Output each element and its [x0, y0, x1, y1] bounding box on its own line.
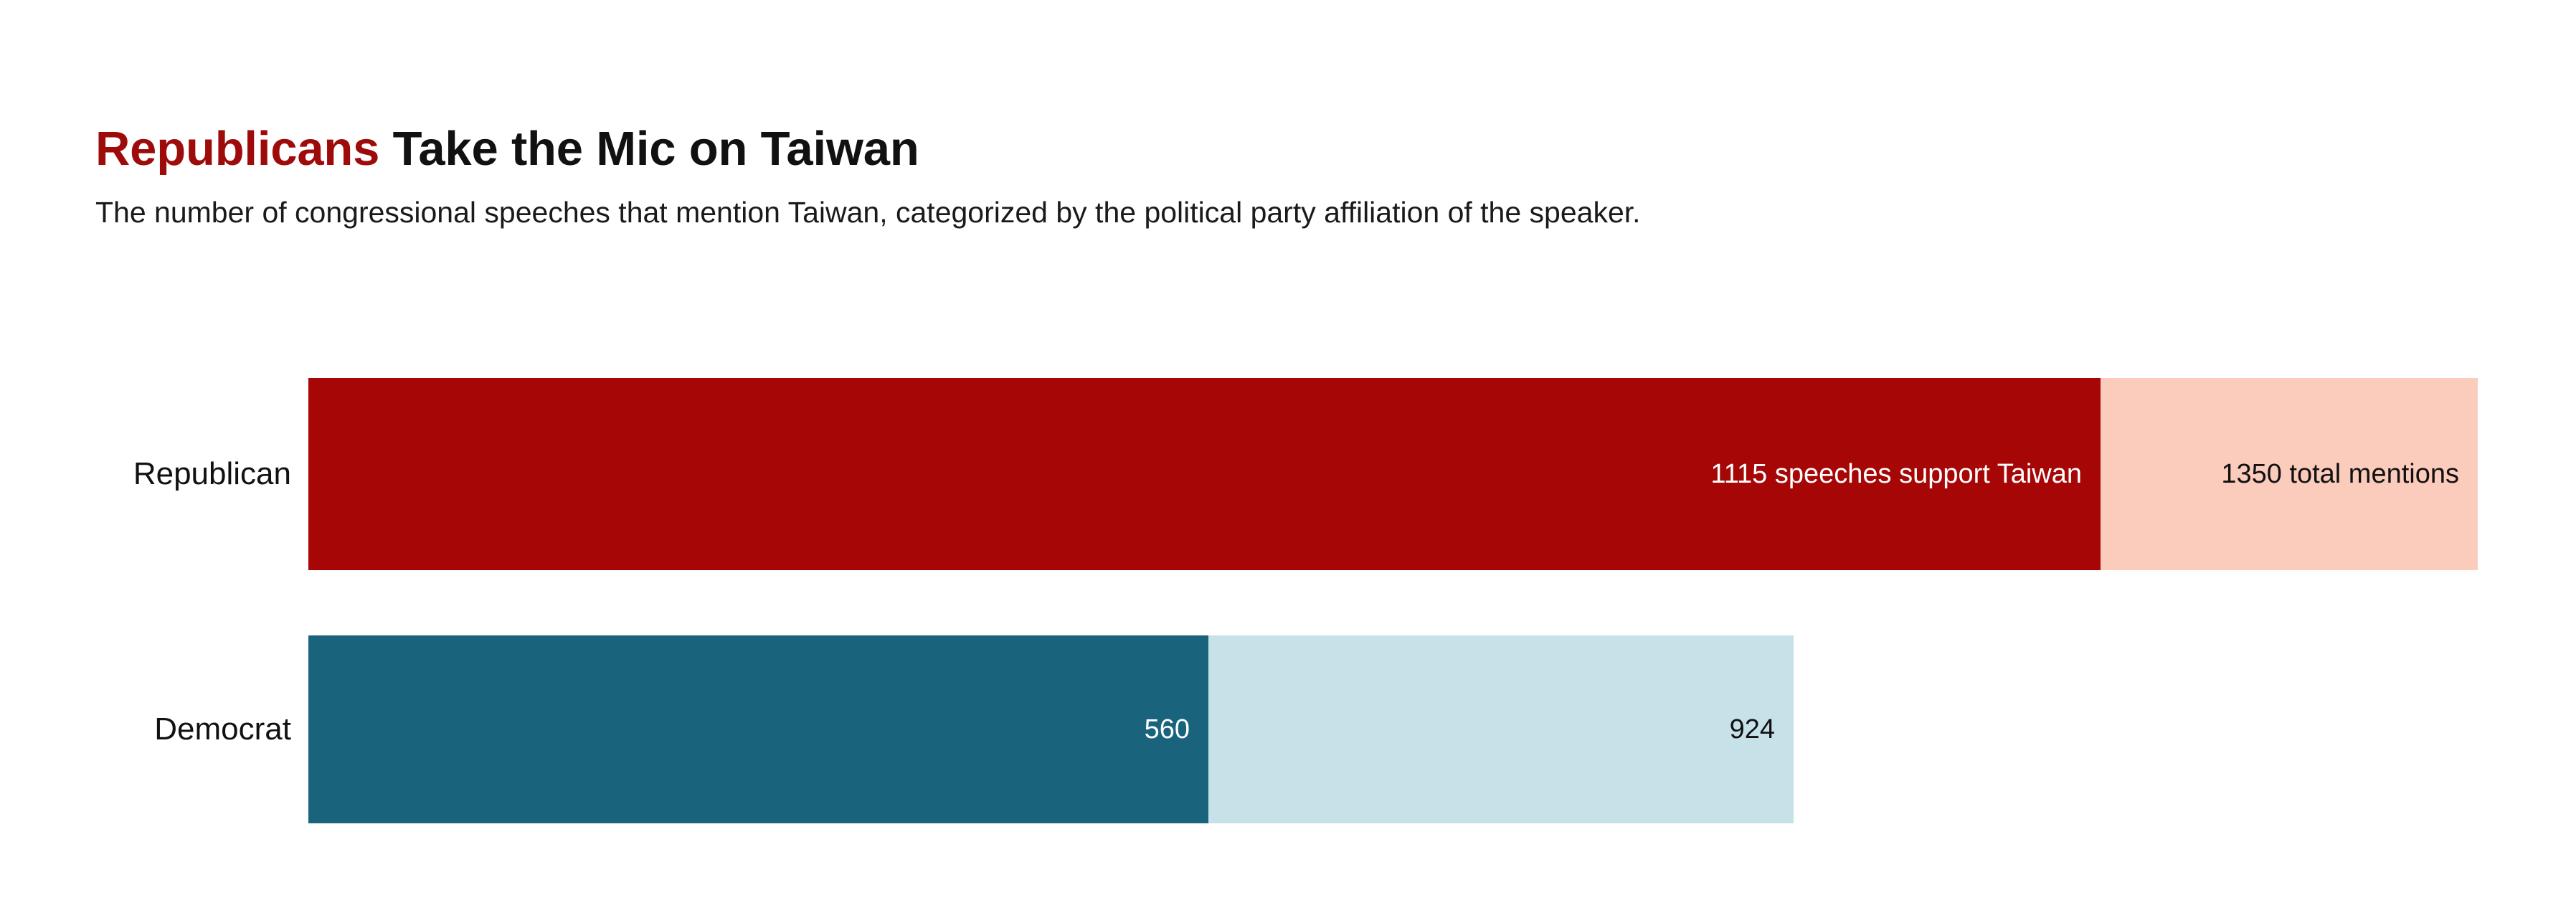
chart-subtitle: The number of congressional speeches tha… — [95, 196, 1641, 229]
bar-label-democrat-value: 560 — [1144, 714, 1190, 744]
bar-row-republican: Republican 1350 total mentions 1115 spee… — [0, 378, 2576, 570]
bar-row-democrat: Democrat 924 560 — [0, 635, 2576, 823]
category-label-republican: Republican — [133, 456, 291, 491]
title-accent: Republicans — [95, 122, 380, 176]
bar-label-democrat-total: 924 — [1729, 714, 1775, 744]
chart-header: Republicans Take the Mic on Taiwan The n… — [95, 123, 2491, 229]
bar-label-republican-total: 1350 total mentions — [2221, 459, 2459, 489]
bar-track-republican: 1350 total mentions 1115 speeches suppor… — [308, 378, 2478, 570]
page-title: Republicans Take the Mic on Taiwan — [95, 123, 2491, 174]
bar-segment-democrat-value[interactable]: 560 — [308, 635, 1208, 823]
bar-track-democrat: 924 560 — [308, 635, 1794, 823]
bar-segment-republican-value[interactable]: 1115 speeches support Taiwan — [308, 378, 2101, 570]
bar-label-republican-value: 1115 speeches support Taiwan — [1710, 459, 2082, 489]
category-label-democrat: Democrat — [154, 711, 291, 747]
title-rest: Take the Mic on Taiwan — [379, 122, 919, 176]
